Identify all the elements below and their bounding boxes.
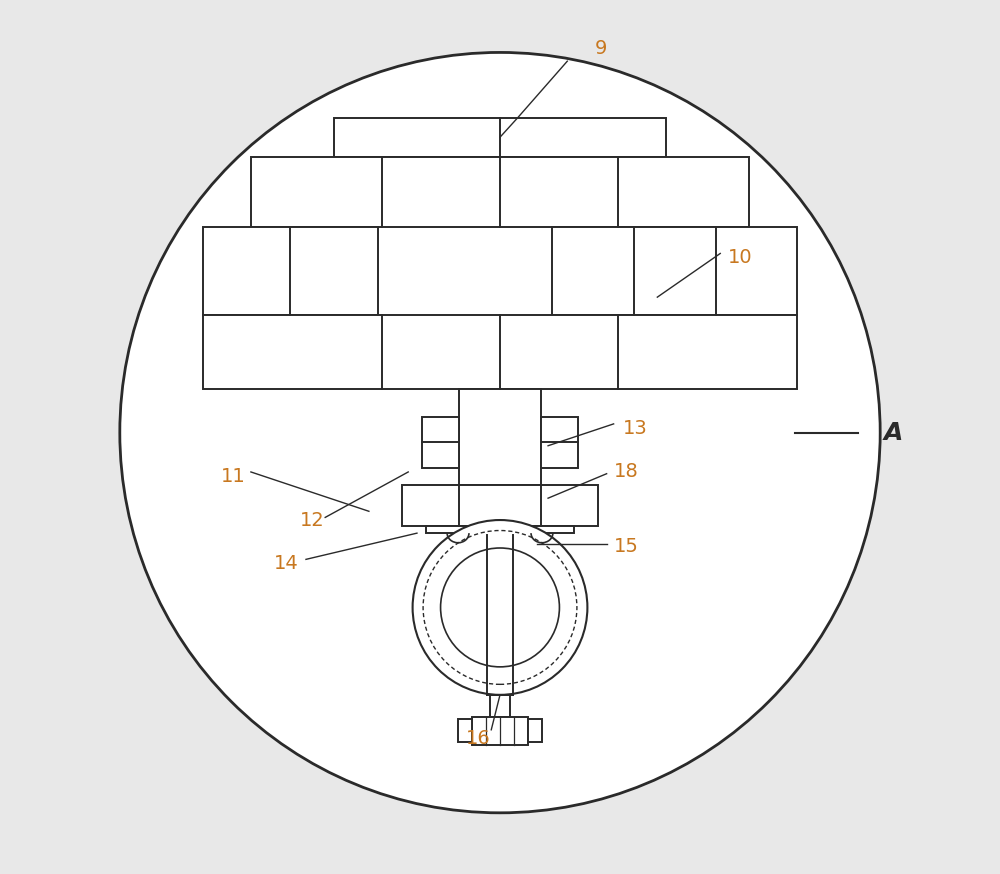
Text: 14: 14 — [273, 554, 298, 573]
Text: 13: 13 — [623, 419, 648, 438]
Text: 10: 10 — [728, 248, 753, 267]
Bar — [203, 315, 797, 389]
Circle shape — [413, 520, 587, 695]
Circle shape — [423, 531, 577, 684]
Text: 12: 12 — [300, 510, 324, 530]
Bar — [490, 695, 510, 717]
Text: A: A — [884, 420, 903, 445]
Text: 16: 16 — [466, 729, 491, 748]
Bar — [472, 717, 528, 745]
Bar — [402, 485, 598, 526]
Text: 11: 11 — [221, 467, 246, 486]
Bar — [459, 389, 541, 485]
Bar — [528, 719, 542, 742]
Text: 15: 15 — [614, 537, 639, 556]
Bar — [541, 417, 578, 468]
Circle shape — [441, 548, 559, 667]
Text: 18: 18 — [614, 462, 639, 482]
Bar — [422, 417, 459, 468]
Bar — [426, 526, 574, 533]
Bar — [203, 227, 378, 315]
Bar — [251, 157, 749, 227]
Circle shape — [120, 52, 880, 813]
Text: 9: 9 — [594, 38, 607, 58]
Bar — [552, 227, 797, 315]
Bar — [458, 719, 472, 742]
Bar — [334, 118, 666, 157]
